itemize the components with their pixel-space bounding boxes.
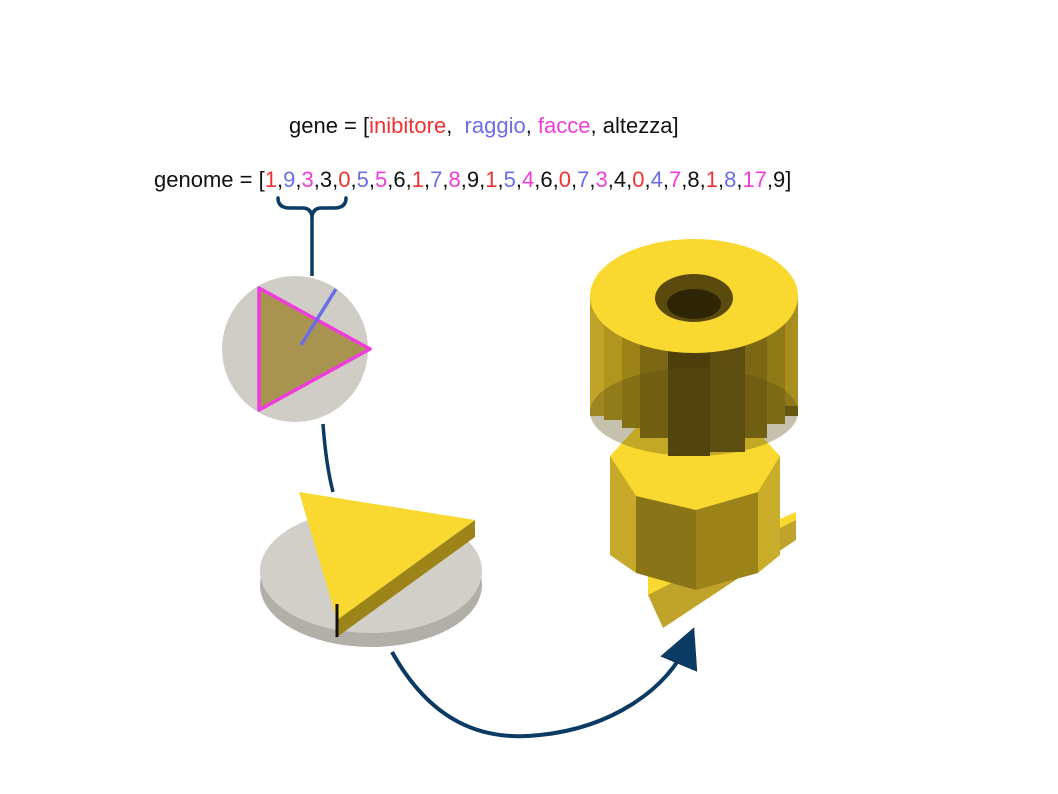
gene-field-facce: facce — [537, 113, 591, 138]
genome-value: 7 — [430, 167, 443, 192]
curved-arrow-icon — [390, 627, 698, 739]
genome-value: 8 — [448, 167, 461, 192]
genome-value: 8 — [724, 167, 737, 192]
genome-value: 7 — [668, 167, 682, 192]
gene-separator: , — [446, 113, 465, 138]
genome-value: 4 — [650, 167, 663, 192]
curly-brace-icon — [276, 196, 348, 219]
genome-separator: , — [552, 167, 559, 192]
gene-field-raggio: raggio — [464, 113, 526, 138]
genome-value: 7 — [577, 167, 590, 192]
genome-line: genome = [1,9,3,3,0,5,5,6,1,7,8,9,1,5,4,… — [154, 167, 791, 193]
genome-separator: , — [387, 167, 394, 192]
genome-value: 0 — [338, 167, 351, 192]
genome-separator: , — [442, 167, 449, 192]
gene-definition-line: gene = [inibitore, raggio, facce, altezz… — [289, 113, 679, 139]
genome-value: 0 — [558, 167, 571, 192]
gene-field-inibitore: inibitore — [369, 113, 447, 138]
genome-separator: , — [589, 167, 596, 192]
genome-separator: , — [662, 167, 669, 192]
genome-value: 3 — [319, 167, 333, 192]
genome-separator: , — [766, 167, 774, 192]
genome-separator: , — [423, 167, 431, 192]
genome-value: 5 — [503, 167, 516, 192]
gene-circle-triangle-icon — [222, 276, 372, 422]
gene-separator: , — [590, 113, 603, 138]
genome-value: 9 — [283, 167, 296, 192]
stacked-3d-shape-icon — [590, 239, 798, 628]
genome-prefix: genome = [ — [154, 167, 265, 192]
gene-suffix: ] — [672, 113, 679, 138]
genome-separator: , — [570, 167, 578, 192]
genome-value: 5 — [356, 167, 369, 192]
circle-to-disc-connector — [321, 423, 335, 493]
genome-separator: , — [460, 167, 467, 192]
genome-value: 6 — [393, 167, 406, 192]
genome-separator: , — [313, 167, 320, 192]
genome-separator: , — [626, 167, 633, 192]
genome-value: 6 — [540, 167, 553, 192]
genome-value: 1 — [705, 167, 718, 192]
genome-value: 9 — [773, 167, 786, 192]
genome-separator: , — [295, 167, 302, 192]
genome-value: 3 — [595, 167, 608, 192]
genome-value: 0 — [632, 167, 645, 192]
genome-separator: , — [368, 167, 375, 192]
extruded-triangle-on-disc-icon — [260, 492, 482, 647]
genome-separator: , — [699, 167, 706, 192]
genome-value: 1 — [485, 167, 498, 192]
genome-value: 1 — [411, 167, 424, 192]
genome-separator: , — [276, 167, 284, 192]
genome-separator: , — [534, 167, 541, 192]
gene-separator: , — [525, 113, 538, 138]
genome-value: 17 — [742, 167, 767, 192]
genome-separator: , — [497, 167, 504, 192]
genome-value: 3 — [301, 167, 314, 192]
genome-separator: , — [350, 167, 357, 192]
genome-separator: , — [479, 167, 486, 192]
genome-separator: , — [405, 167, 412, 192]
genome-separator: , — [736, 167, 743, 192]
genome-separator: , — [717, 167, 725, 192]
genome-value: 9 — [466, 167, 480, 192]
genome-separator: , — [332, 167, 339, 192]
genome-value: 4 — [521, 167, 535, 192]
genome-separator: , — [644, 167, 651, 192]
genome-value: 1 — [264, 167, 277, 192]
genome-value: 8 — [687, 167, 700, 192]
genome-separator: , — [515, 167, 522, 192]
gene-field-altezza: altezza — [602, 113, 673, 138]
genome-separator: , — [607, 167, 614, 192]
genome-value: 5 — [374, 167, 388, 192]
genome-suffix: ] — [785, 167, 792, 192]
genome-separator: , — [681, 167, 688, 192]
gene-prefix: gene = [ — [289, 113, 370, 138]
genome-value: 4 — [613, 167, 627, 192]
